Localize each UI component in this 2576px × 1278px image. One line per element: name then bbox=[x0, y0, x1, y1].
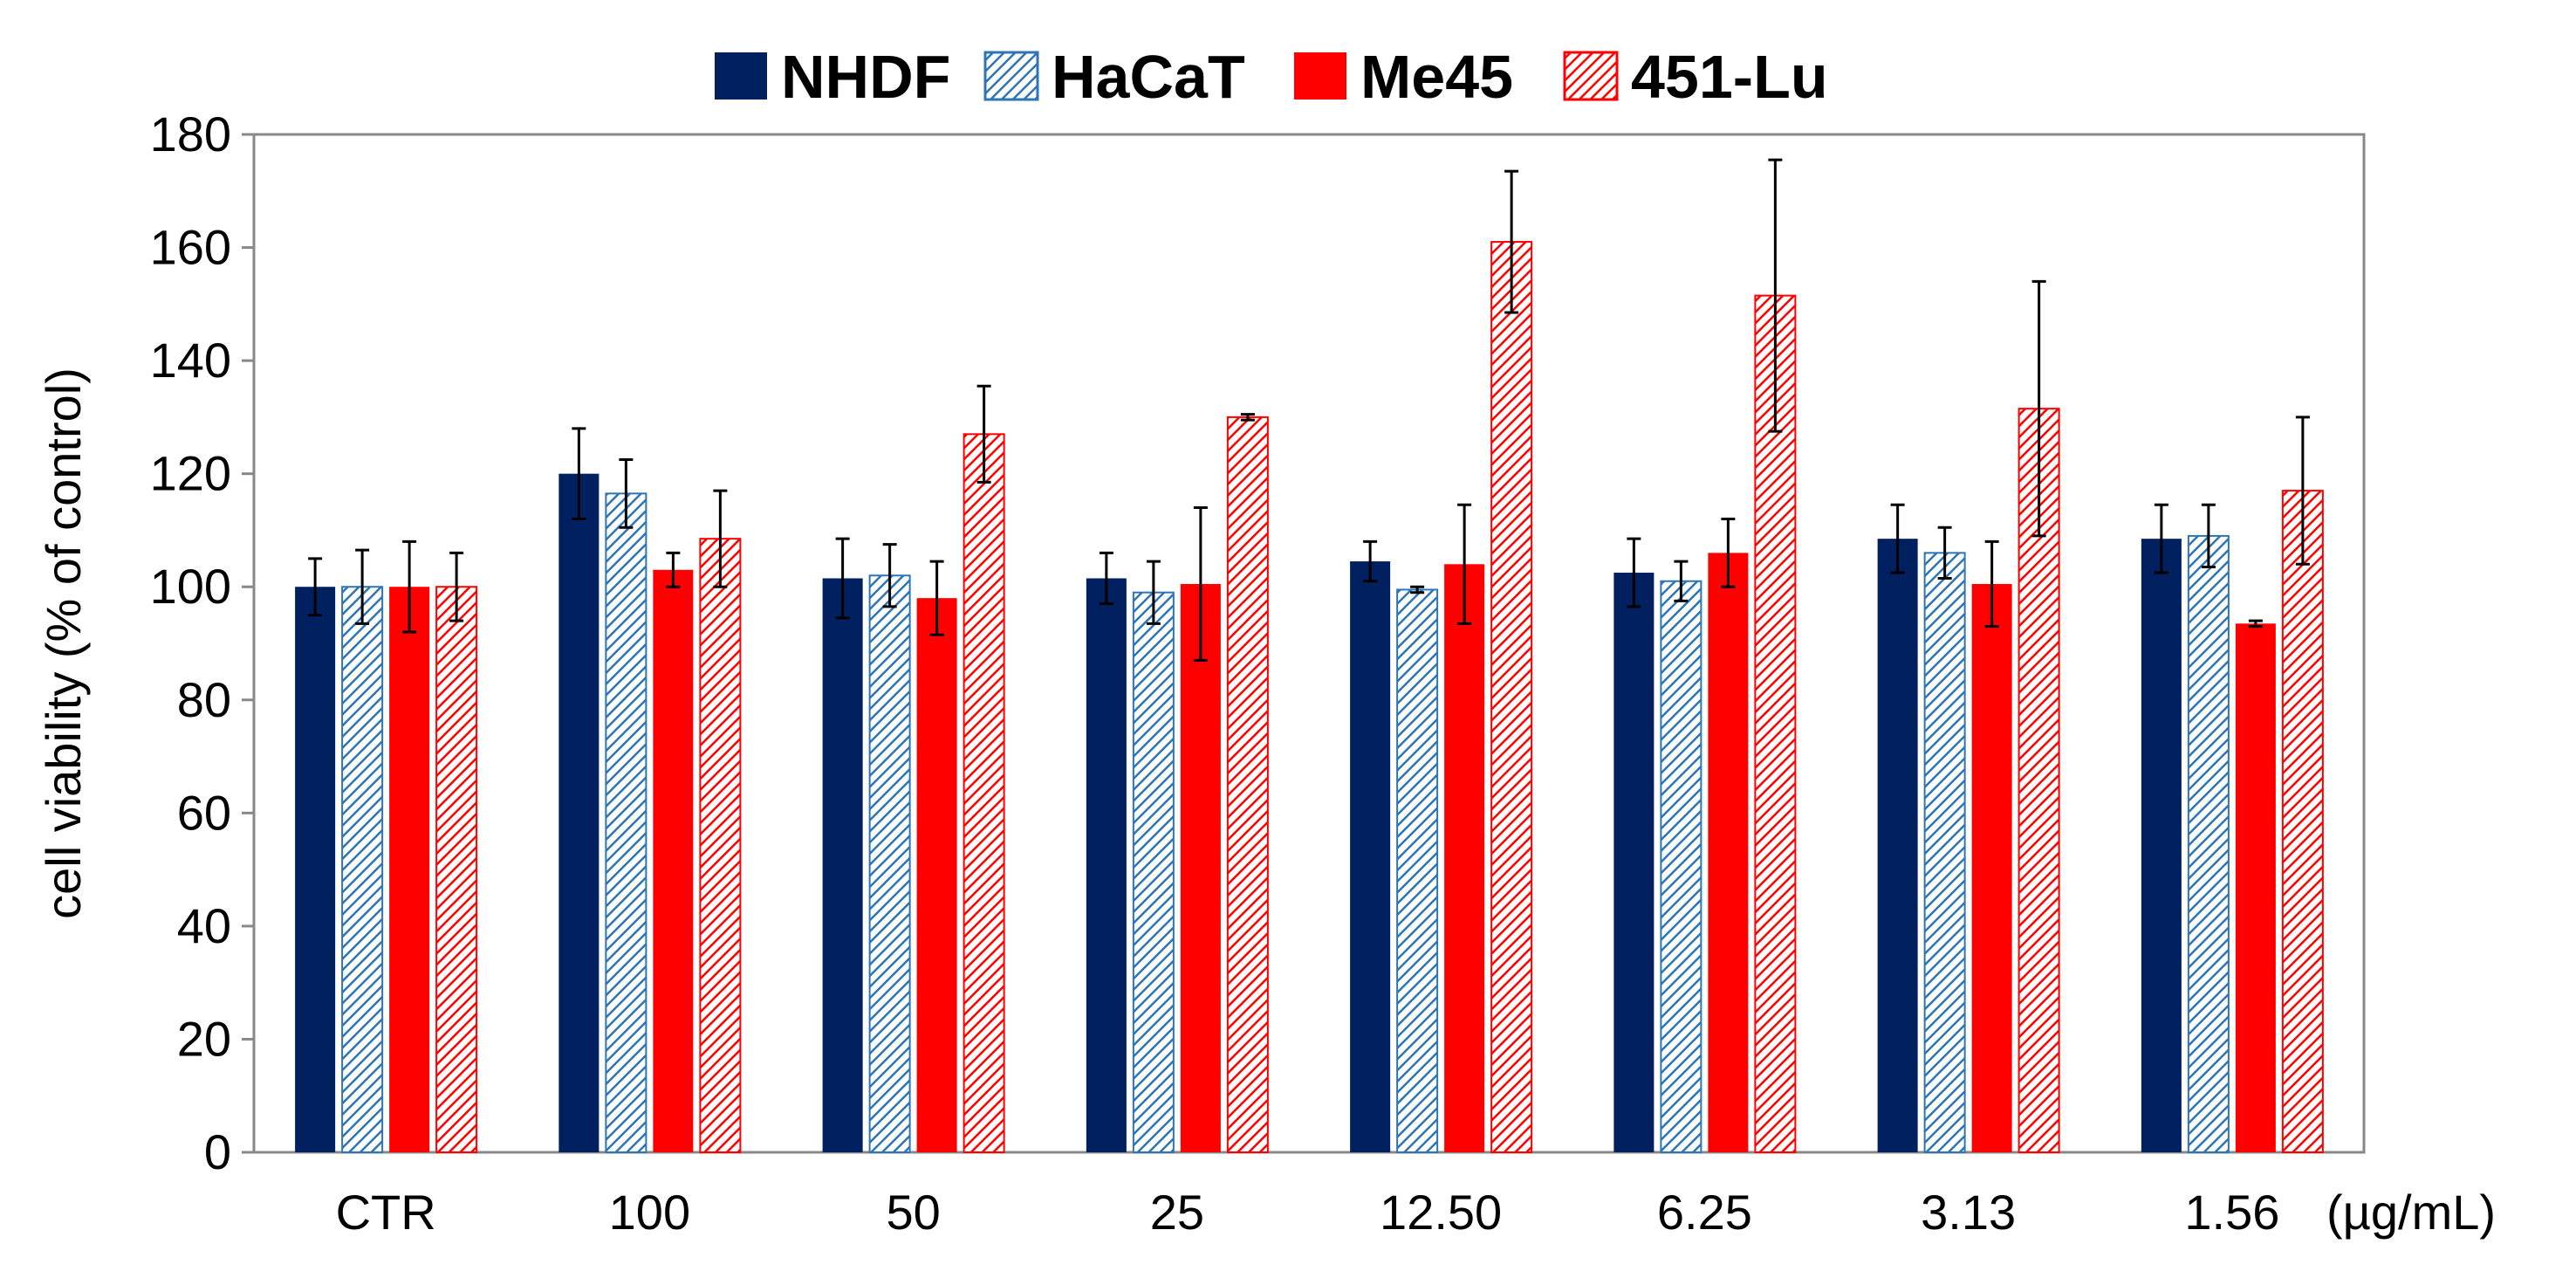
x-tick-label: 3.13 bbox=[1921, 1185, 2016, 1240]
bar bbox=[822, 578, 863, 1152]
bar bbox=[1132, 591, 1175, 1153]
x-tick-label: 50 bbox=[886, 1185, 940, 1240]
y-tick-label: 100 bbox=[150, 559, 231, 614]
bar bbox=[653, 569, 694, 1152]
x-tick-label: 12.50 bbox=[1380, 1185, 1502, 1240]
bar bbox=[435, 586, 478, 1153]
bar bbox=[868, 574, 911, 1153]
bar bbox=[2187, 534, 2230, 1153]
y-tick-label: 60 bbox=[177, 785, 231, 840]
x-tick-label: 1.56 bbox=[2184, 1185, 2279, 1240]
bar bbox=[2141, 539, 2182, 1152]
y-tick-label: 0 bbox=[204, 1124, 231, 1179]
bar bbox=[341, 586, 384, 1153]
bar bbox=[1226, 416, 1269, 1153]
y-tick-label: 40 bbox=[177, 898, 231, 953]
bar bbox=[1971, 583, 2012, 1152]
legend-label: HaCaT bbox=[1052, 43, 1245, 111]
y-axis-title: cell viability (% of control) bbox=[36, 368, 91, 919]
x-tick-label: CTR bbox=[336, 1185, 436, 1240]
bar bbox=[699, 538, 742, 1153]
bar bbox=[1923, 552, 1966, 1153]
y-tick-label: 80 bbox=[177, 672, 231, 727]
legend-swatch bbox=[715, 52, 767, 100]
bar bbox=[1396, 588, 1439, 1153]
x-axis-unit-label: (µg/mL) bbox=[2326, 1185, 2496, 1240]
bar bbox=[605, 492, 647, 1153]
bar bbox=[1490, 241, 1533, 1154]
bar bbox=[1613, 573, 1655, 1152]
bar bbox=[1350, 561, 1391, 1152]
bar bbox=[1444, 564, 1485, 1152]
y-tick-label: 120 bbox=[150, 446, 231, 501]
x-tick-label: 100 bbox=[609, 1185, 690, 1240]
legend-label: 451-Lu bbox=[1631, 43, 1828, 111]
y-tick-label: 160 bbox=[150, 220, 231, 275]
bar bbox=[295, 587, 336, 1152]
bar bbox=[916, 598, 957, 1152]
bar bbox=[1660, 580, 1702, 1153]
bar bbox=[963, 433, 1005, 1154]
y-tick-label: 180 bbox=[150, 106, 231, 161]
bar bbox=[1086, 578, 1127, 1152]
bar bbox=[389, 587, 430, 1152]
legend-swatch bbox=[1294, 52, 1346, 100]
bar bbox=[558, 473, 599, 1152]
legend-label: Me45 bbox=[1360, 43, 1513, 111]
x-tick-label: 6.25 bbox=[1657, 1185, 1752, 1240]
bar bbox=[1180, 583, 1221, 1152]
legend-label: NHDF bbox=[781, 43, 950, 111]
y-tick-label: 20 bbox=[177, 1011, 231, 1066]
x-tick-label: 25 bbox=[1150, 1185, 1204, 1240]
legend-swatch bbox=[983, 51, 1039, 101]
legend-swatch bbox=[1563, 51, 1619, 101]
y-tick-label: 140 bbox=[150, 333, 231, 388]
bar bbox=[1877, 539, 1918, 1152]
bar bbox=[1708, 553, 1749, 1152]
bar bbox=[2235, 623, 2276, 1152]
plot-area-frame bbox=[252, 133, 2366, 1154]
bar bbox=[2281, 490, 2324, 1153]
